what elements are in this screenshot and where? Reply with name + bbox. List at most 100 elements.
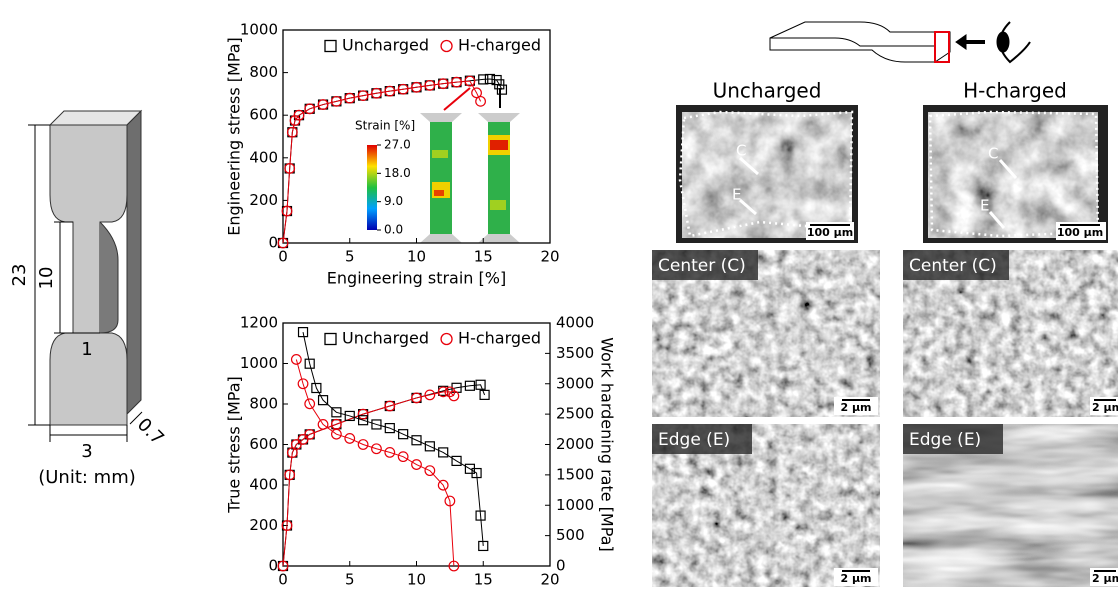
legend-marker <box>325 334 336 345</box>
y2-tick-label: 500 <box>556 526 585 544</box>
colorbar <box>367 145 377 230</box>
condition-title: H-charged <box>963 79 1067 103</box>
legend-marker <box>441 334 452 345</box>
strain-patch <box>490 140 508 150</box>
bar-outline <box>770 22 950 62</box>
scale-bar-label: 100 μm <box>1057 226 1103 239</box>
grip <box>420 234 462 243</box>
y-tick-label: 1200 <box>240 314 278 332</box>
view-schematic <box>770 22 1030 62</box>
strain-patch <box>434 190 444 196</box>
scale-bar-label: 100 μm <box>807 226 853 239</box>
sem-image <box>682 112 852 238</box>
legend-marker <box>325 41 336 52</box>
unit-label: (Unit: mm) <box>38 467 136 488</box>
y2-axis-title: Work hardening rate [MPa] <box>598 337 617 551</box>
point-label: C <box>736 142 746 160</box>
dim-label: 1 <box>81 339 92 360</box>
strain-patch <box>490 200 506 210</box>
y2-tick-label: 3000 <box>556 374 594 392</box>
sem-overview-uncharged: C E 100 μm <box>676 105 858 243</box>
colorbar-title: Strain [%] <box>355 119 415 133</box>
region-label: Edge (E) <box>658 430 730 450</box>
series-line <box>283 385 485 566</box>
sem-details: Center (C) Center (C) Edge (E) Edge (E) … <box>652 250 1118 587</box>
legend-label: H-charged <box>458 36 541 55</box>
bar-edge <box>770 38 935 46</box>
colorbar-tick-label: 9.0 <box>384 194 403 208</box>
x-tick-label: 10 <box>407 571 426 588</box>
y-tick-label: 400 <box>249 476 278 494</box>
x-tick-label: 15 <box>474 571 493 588</box>
point-label: E <box>732 186 741 204</box>
sem-overview-hcharged: C E 100 μm <box>923 105 1108 243</box>
y2-tick-label: 3500 <box>556 344 594 362</box>
series-line <box>303 332 483 546</box>
y-axis-title: Engineering stress [MPa] <box>225 37 244 236</box>
colorbar-tick-label: 0.0 <box>384 223 403 237</box>
y-tick-label: 400 <box>249 148 278 166</box>
x-tick-label: 15 <box>474 248 493 266</box>
figure: 23 10 1 3 0.7 (Unit: mm) Uncharged H-cha… <box>0 0 1118 587</box>
strain-patch <box>432 150 448 158</box>
legend-label: Uncharged <box>342 329 429 348</box>
y-tick-label: 600 <box>249 435 278 453</box>
y-tick-label: 800 <box>249 63 278 81</box>
y2-tick-label: 2500 <box>556 405 594 423</box>
specimen-top <box>50 111 141 125</box>
y-tick-label: 0 <box>268 234 278 252</box>
specimen: 23 10 1 3 0.7 (Unit: mm) <box>9 111 168 488</box>
grip <box>420 113 462 122</box>
y-tick-label: 200 <box>249 191 278 209</box>
series-line <box>283 79 502 243</box>
series-line <box>283 392 454 566</box>
dim-label: 23 <box>9 264 30 287</box>
y-tick-label: 1000 <box>240 354 278 372</box>
y-tick-label: 1000 <box>240 21 278 39</box>
colorbar-tick-label: 18.0 <box>384 166 411 180</box>
grip <box>478 234 520 243</box>
x-axis-title: Engineering strain [%] <box>327 269 506 288</box>
specimen-side <box>127 111 141 414</box>
legend-marker <box>441 41 452 52</box>
x-tick-label: 5 <box>345 248 355 266</box>
strip <box>430 122 452 234</box>
grip <box>478 113 520 122</box>
y2-tick-label: 4000 <box>556 314 594 332</box>
pupil <box>997 32 1009 52</box>
y-tick-label: 800 <box>249 395 278 413</box>
y-tick-label: 600 <box>249 106 278 124</box>
y2-tick-label: 2000 <box>556 435 594 453</box>
y-tick-label: 200 <box>249 516 278 534</box>
scale-bar-label: 2 μm <box>840 572 871 585</box>
scale-bar-label: 2 μm <box>840 401 871 414</box>
dim-label: 10 <box>36 267 57 290</box>
x-tick-label: 20 <box>540 248 559 266</box>
dim-label: 0.7 <box>133 414 168 449</box>
x-tick-label: 0 <box>278 571 288 588</box>
scale-bar-label: 2 μm <box>1092 572 1118 585</box>
region-label: Center (C) <box>658 256 746 276</box>
view-arrow-head <box>956 35 966 49</box>
y-axis-title: True stress [MPa] <box>225 376 244 514</box>
y-tick-label: 0 <box>268 557 278 575</box>
pointer-arrow <box>444 88 470 110</box>
scale-bar-label: 2 μm <box>1092 401 1118 414</box>
condition-title: Uncharged <box>713 79 822 103</box>
colorbar-tick-label: 27.0 <box>384 138 411 152</box>
data-point <box>476 97 486 107</box>
region-label: Center (C) <box>909 256 997 276</box>
specimen-neck-side <box>100 222 118 333</box>
y2-tick-label: 1500 <box>556 465 594 483</box>
legend-label: Uncharged <box>342 36 429 55</box>
dim-label: 3 <box>81 441 92 462</box>
point-label: C <box>988 145 998 163</box>
point-label: E <box>980 197 989 215</box>
y2-tick-label: 0 <box>556 557 566 575</box>
x-tick-label: 5 <box>345 571 355 588</box>
legend-label: H-charged <box>458 329 541 348</box>
region-label: Edge (E) <box>909 430 981 450</box>
x-tick-label: 0 <box>278 248 288 266</box>
x-tick-label: 10 <box>407 248 426 266</box>
y2-tick-label: 1000 <box>556 496 594 514</box>
